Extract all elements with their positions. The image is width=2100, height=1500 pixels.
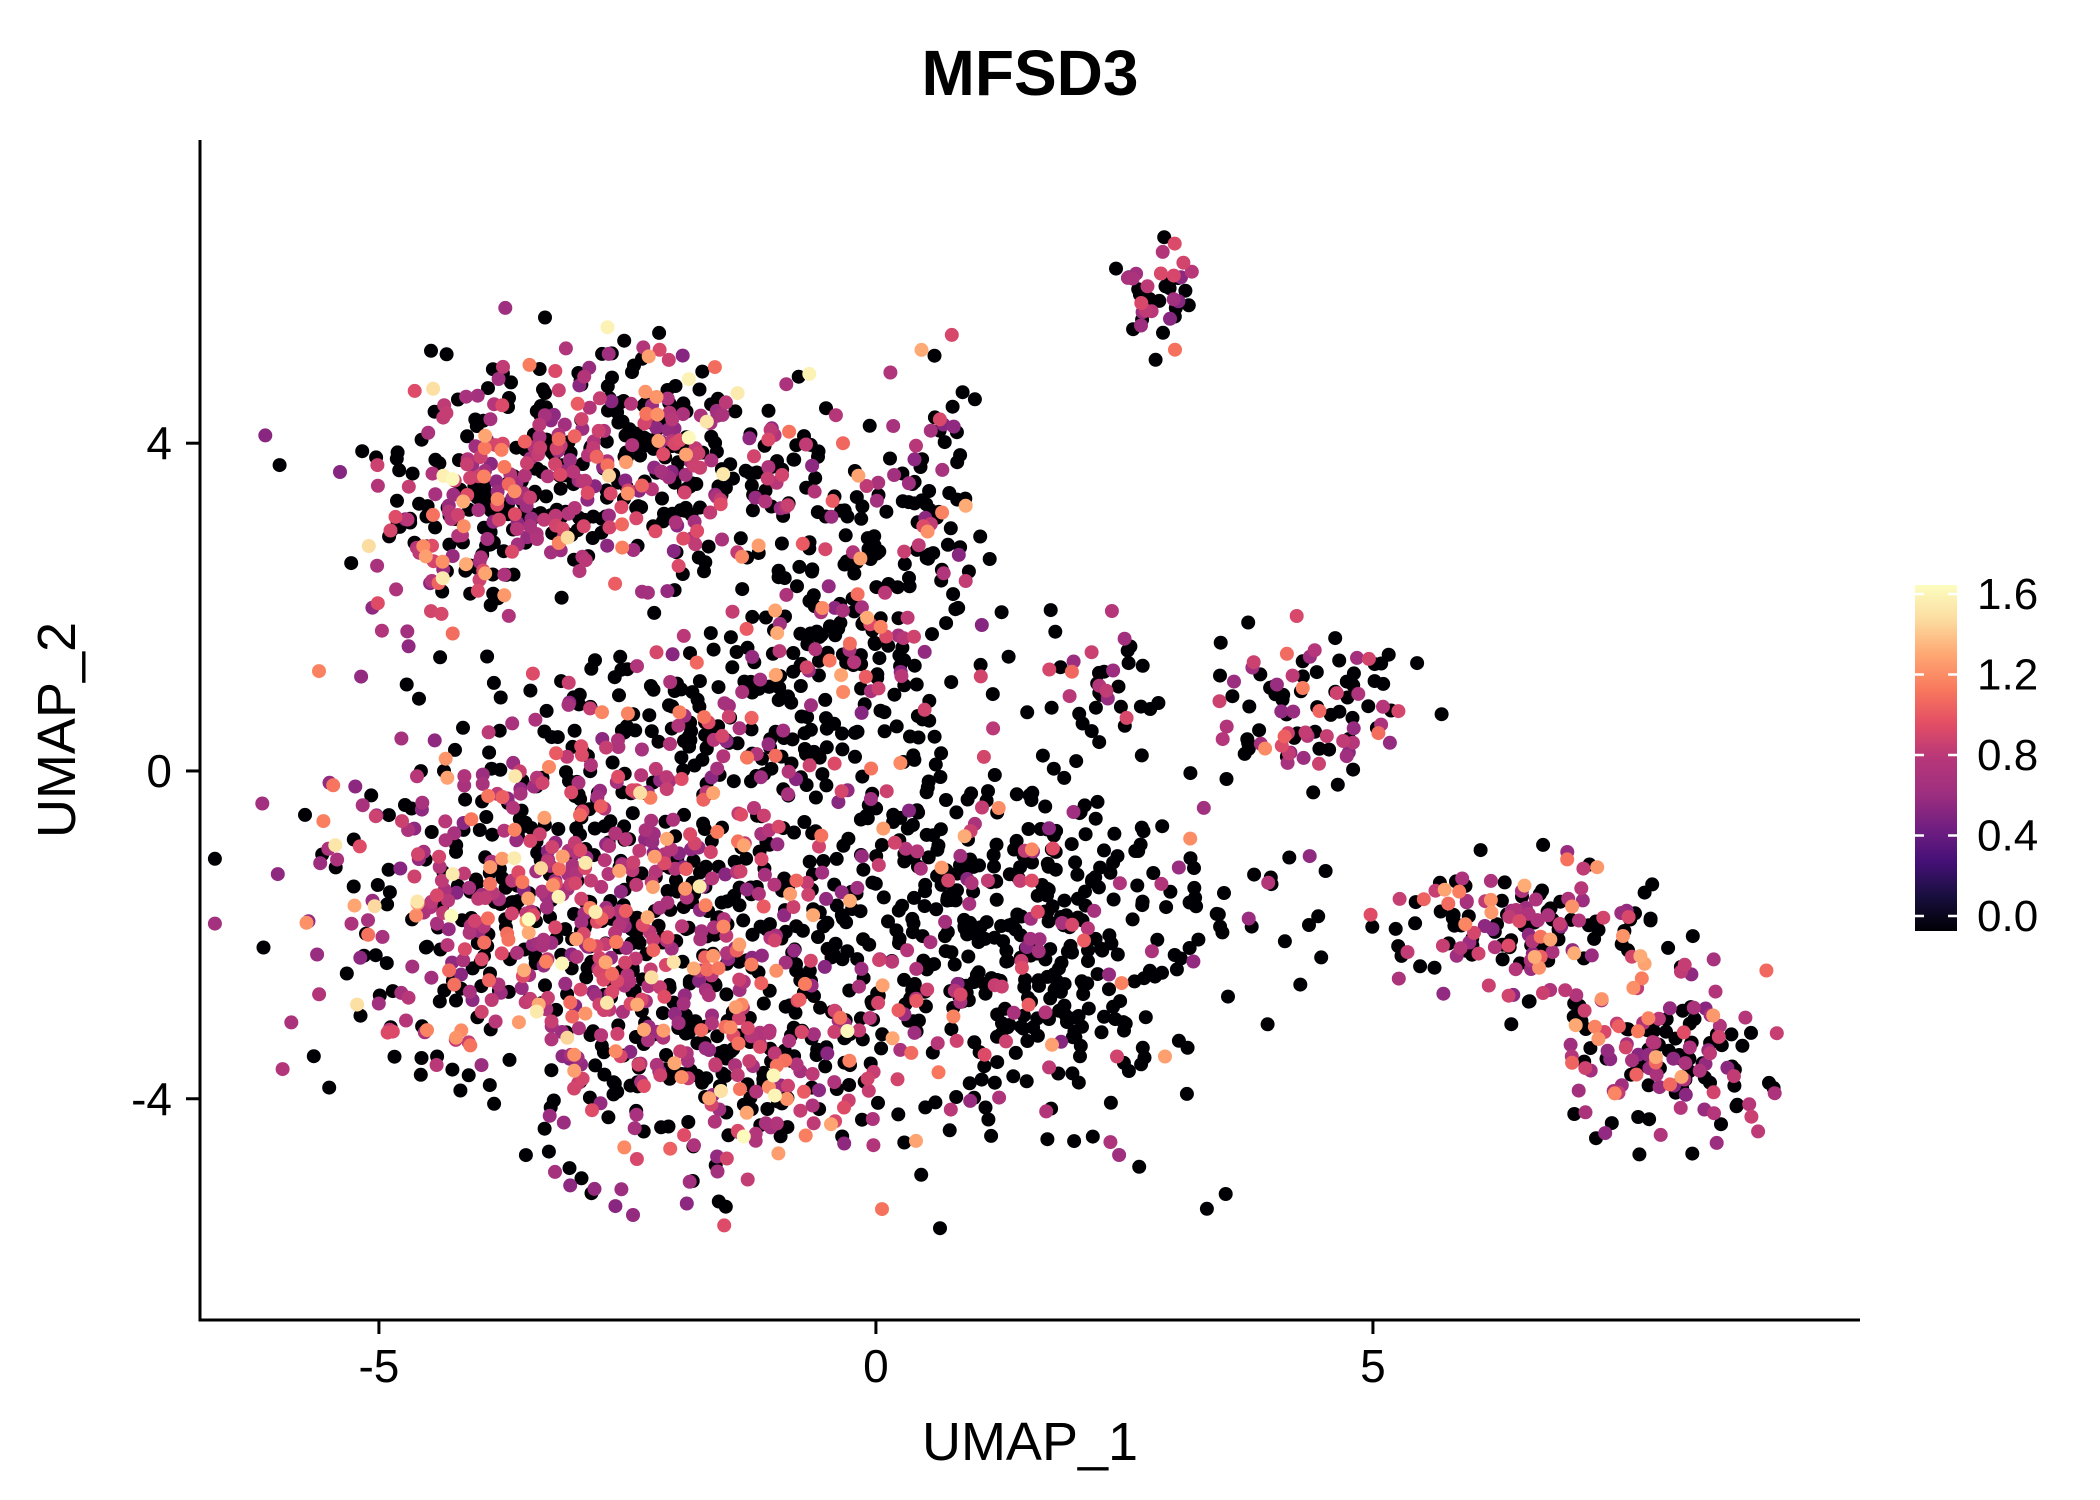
- svg-text:0.0: 0.0: [1977, 892, 2038, 941]
- svg-text:1.2: 1.2: [1977, 651, 2038, 700]
- x-axis-label: UMAP_1: [922, 1412, 1138, 1472]
- scatter-points: [207, 230, 1784, 1236]
- svg-text:0.4: 0.4: [1977, 812, 2038, 861]
- svg-text:-4: -4: [131, 1073, 172, 1125]
- colorbar: 1.6 1.2 0.8 0.4 0.0: [1915, 570, 2038, 941]
- x-y-axes: -5 0 5 4 0 -4: [131, 140, 1860, 1392]
- svg-text:0: 0: [863, 1340, 889, 1392]
- svg-text:5: 5: [1360, 1340, 1386, 1392]
- svg-text:0: 0: [146, 745, 172, 797]
- svg-text:4: 4: [146, 417, 172, 469]
- svg-text:0.8: 0.8: [1977, 731, 2038, 780]
- svg-text:-5: -5: [358, 1340, 399, 1392]
- chart-title: MFSD3: [922, 37, 1139, 109]
- y-axis-label: UMAP_2: [27, 622, 87, 838]
- svg-text:1.6: 1.6: [1977, 570, 2038, 619]
